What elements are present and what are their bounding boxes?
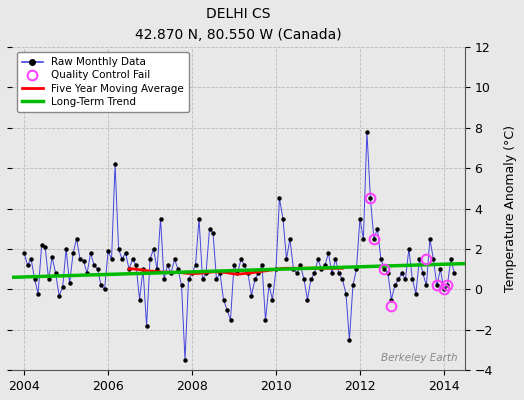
Y-axis label: Temperature Anomaly (°C): Temperature Anomaly (°C): [504, 125, 517, 292]
Title: DELHI CS
42.870 N, 80.550 W (Canada): DELHI CS 42.870 N, 80.550 W (Canada): [135, 7, 342, 42]
Text: Berkeley Earth: Berkeley Earth: [381, 353, 458, 363]
Legend: Raw Monthly Data, Quality Control Fail, Five Year Moving Average, Long-Term Tren: Raw Monthly Data, Quality Control Fail, …: [17, 52, 189, 112]
